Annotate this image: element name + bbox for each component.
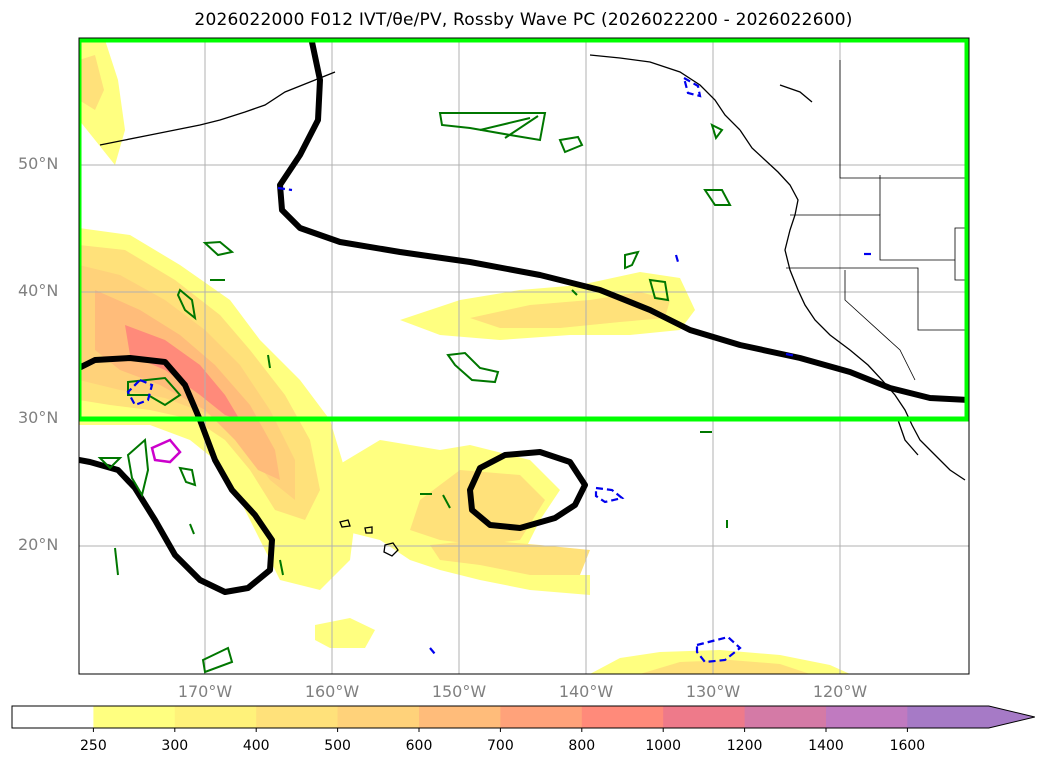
theta-e-contours (97, 112, 732, 674)
pv-contours (126, 75, 872, 664)
colorbar-tick-label: 1600 (889, 738, 926, 754)
colorbar-tick-label: 1000 (645, 738, 681, 754)
colorbar-outline (11, 705, 1035, 729)
lon-label-140w: 140°W (558, 682, 614, 701)
lon-label-150w: 150°W (431, 682, 487, 701)
colorbar-swatch (500, 706, 583, 728)
lon-label-160w: 160°W (304, 682, 360, 701)
colorbar-swatch (826, 706, 908, 728)
colorbar-swatch (256, 706, 339, 728)
map-frame (78, 37, 970, 675)
colorbar-tick-label: 500 (324, 738, 351, 754)
lat-label-50: 50°N (18, 154, 59, 173)
colorbar (11, 705, 1035, 732)
colorbar-swatch (581, 706, 664, 728)
colorbar-swatch (744, 706, 827, 728)
lon-label-120w: 120°W (812, 682, 868, 701)
target-region-box (79, 38, 969, 422)
colorbar-swatch (174, 706, 257, 728)
colorbar-tick-label: 1400 (808, 738, 844, 754)
colorbar-swatch (663, 706, 746, 728)
lat-label-20: 20°N (18, 535, 59, 554)
colorbar-tick-label: 1200 (726, 738, 763, 754)
coastlines (99, 54, 966, 557)
map-title: 2026022000 F012 IVT/θe/PV, Rossby Wave P… (194, 10, 853, 30)
colorbar-swatch (93, 706, 176, 728)
magenta-contour (150, 438, 182, 464)
colorbar-tick-label: 400 (242, 738, 270, 754)
colorbar-tick-label: 250 (80, 738, 107, 754)
colorbar-swatch (337, 706, 420, 728)
colorbar-tick-label: 700 (487, 738, 514, 754)
colorbar-tick-label: 600 (405, 738, 433, 754)
lon-label-130w: 130°W (685, 682, 741, 701)
political-boundaries (786, 60, 969, 381)
lat-label-40: 40°N (18, 281, 59, 300)
colorbar-tick-label: 300 (161, 738, 189, 754)
colorbar-swatch (12, 706, 94, 728)
colorbar-extend-arrow (907, 706, 1035, 728)
colorbar-tick-label: 800 (568, 738, 596, 754)
lat-label-30: 30°N (18, 408, 59, 427)
graticule (79, 38, 969, 674)
colorbar-swatch (419, 706, 501, 728)
lon-label-170w: 170°W (177, 682, 233, 701)
rossby-wave-contours (79, 39, 969, 595)
